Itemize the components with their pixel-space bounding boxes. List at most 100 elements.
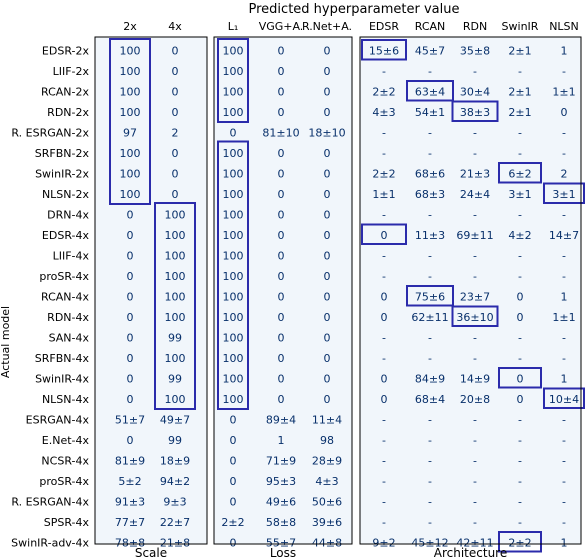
cell-value: - <box>562 331 566 344</box>
cell-value: - <box>428 126 432 139</box>
figure-title: Predicted hyperparameter value <box>249 2 460 17</box>
cell-value: 36±10 <box>456 311 493 324</box>
cell-value: - <box>382 331 386 344</box>
cell-value: - <box>428 65 432 78</box>
cell-value: 100 <box>120 167 141 180</box>
cell-value: - <box>562 475 566 488</box>
highlight-cell <box>406 80 454 102</box>
cell-value: - <box>473 475 477 488</box>
cell-value: - <box>518 495 522 508</box>
cell-value: 0 <box>172 85 179 98</box>
cell-value: 45±12 <box>411 536 448 549</box>
cell-value: 0 <box>278 65 285 78</box>
cell-value: - <box>428 495 432 508</box>
row-label: SwinIR-adv-4x <box>11 536 89 549</box>
cell-value: 2±2 <box>372 167 395 180</box>
cell-value: - <box>428 270 432 283</box>
cell-value: 3±1 <box>552 188 575 201</box>
row-label: SPSR-4x <box>44 516 90 529</box>
row-label: RCAN-2x <box>41 85 89 98</box>
cell-value: 0 <box>324 44 331 57</box>
cell-value: - <box>473 126 477 139</box>
cell-value: 100 <box>165 229 186 242</box>
cell-value: 100 <box>223 372 244 385</box>
column-header: RDN <box>463 20 487 33</box>
cell-value: 0 <box>127 372 134 385</box>
cell-value: 0 <box>324 167 331 180</box>
cell-value: 58±8 <box>266 516 296 529</box>
cell-value: 100 <box>120 106 141 119</box>
cell-value: 97 <box>123 126 137 139</box>
cell-value: - <box>518 65 522 78</box>
cell-value: - <box>473 65 477 78</box>
cell-value: 100 <box>223 249 244 262</box>
cell-value: 18±9 <box>160 454 190 467</box>
highlight-run <box>109 38 151 205</box>
cell-value: 38±3 <box>460 106 490 119</box>
cell-value: 0 <box>324 249 331 262</box>
highlight-run <box>217 140 249 410</box>
column-header: RCAN <box>415 20 446 33</box>
cell-value: - <box>473 454 477 467</box>
cell-value: - <box>428 413 432 426</box>
cell-value: 0 <box>278 106 285 119</box>
cell-value: 21±8 <box>160 536 190 549</box>
row-label: E.Net-4x <box>42 434 90 447</box>
cell-value: 0 <box>324 229 331 242</box>
cell-value: - <box>562 413 566 426</box>
cell-value: 0 <box>127 311 134 324</box>
cell-value: 0 <box>278 372 285 385</box>
cell-value: - <box>382 434 386 447</box>
cell-value: 0 <box>230 536 237 549</box>
cell-value: - <box>562 147 566 160</box>
cell-value: 100 <box>223 270 244 283</box>
cell-value: - <box>562 434 566 447</box>
cell-value: 6±2 <box>508 167 531 180</box>
cell-value: - <box>382 454 386 467</box>
row-label: SRFBN-2x <box>35 147 90 160</box>
cell-value: 100 <box>120 147 141 160</box>
highlight-cell <box>361 223 407 245</box>
cell-value: 100 <box>223 311 244 324</box>
cell-value: 18±10 <box>308 126 345 139</box>
cell-value: - <box>382 126 386 139</box>
cell-value: 100 <box>223 167 244 180</box>
cell-value: 2±2 <box>508 536 531 549</box>
cell-value: 35±8 <box>460 44 490 57</box>
row-label: R. ESRGAN-2x <box>11 126 89 139</box>
cell-value: 100 <box>223 85 244 98</box>
column-header: SwinIR <box>502 20 539 33</box>
cell-value: 100 <box>223 147 244 160</box>
cell-value: - <box>428 454 432 467</box>
row-labels: EDSR-2x LIIF-2x RCAN-2x RDN-2x R. ESRGAN-2x S… <box>11 44 89 549</box>
cell-value: 100 <box>120 85 141 98</box>
cell-value: 0 <box>127 208 134 221</box>
cell-value: 0 <box>127 331 134 344</box>
cell-value: 54±1 <box>415 106 445 119</box>
cell-value: - <box>428 147 432 160</box>
cell-value: 100 <box>223 229 244 242</box>
cell-value: 100 <box>165 249 186 262</box>
cell-value: 0 <box>172 65 179 78</box>
cell-value: 50±6 <box>312 495 342 508</box>
cell-value: 100 <box>120 188 141 201</box>
cell-value: 55±7 <box>266 536 296 549</box>
cell-value: 0 <box>127 393 134 406</box>
cell-value: 44±8 <box>312 536 342 549</box>
cell-value: - <box>428 352 432 365</box>
cell-value: 98 <box>320 434 334 447</box>
cell-value: - <box>382 516 386 529</box>
cell-value: - <box>518 331 522 344</box>
cell-value: - <box>562 126 566 139</box>
cell-value: 51±7 <box>115 413 145 426</box>
cell-value: - <box>562 208 566 221</box>
highlight-cell <box>451 305 499 327</box>
row-label: NLSN-4x <box>42 393 90 406</box>
panel-border <box>213 36 353 545</box>
cell-value: - <box>428 249 432 262</box>
cell-value: - <box>518 126 522 139</box>
highlight-cell <box>361 39 407 61</box>
cell-value: - <box>518 475 522 488</box>
